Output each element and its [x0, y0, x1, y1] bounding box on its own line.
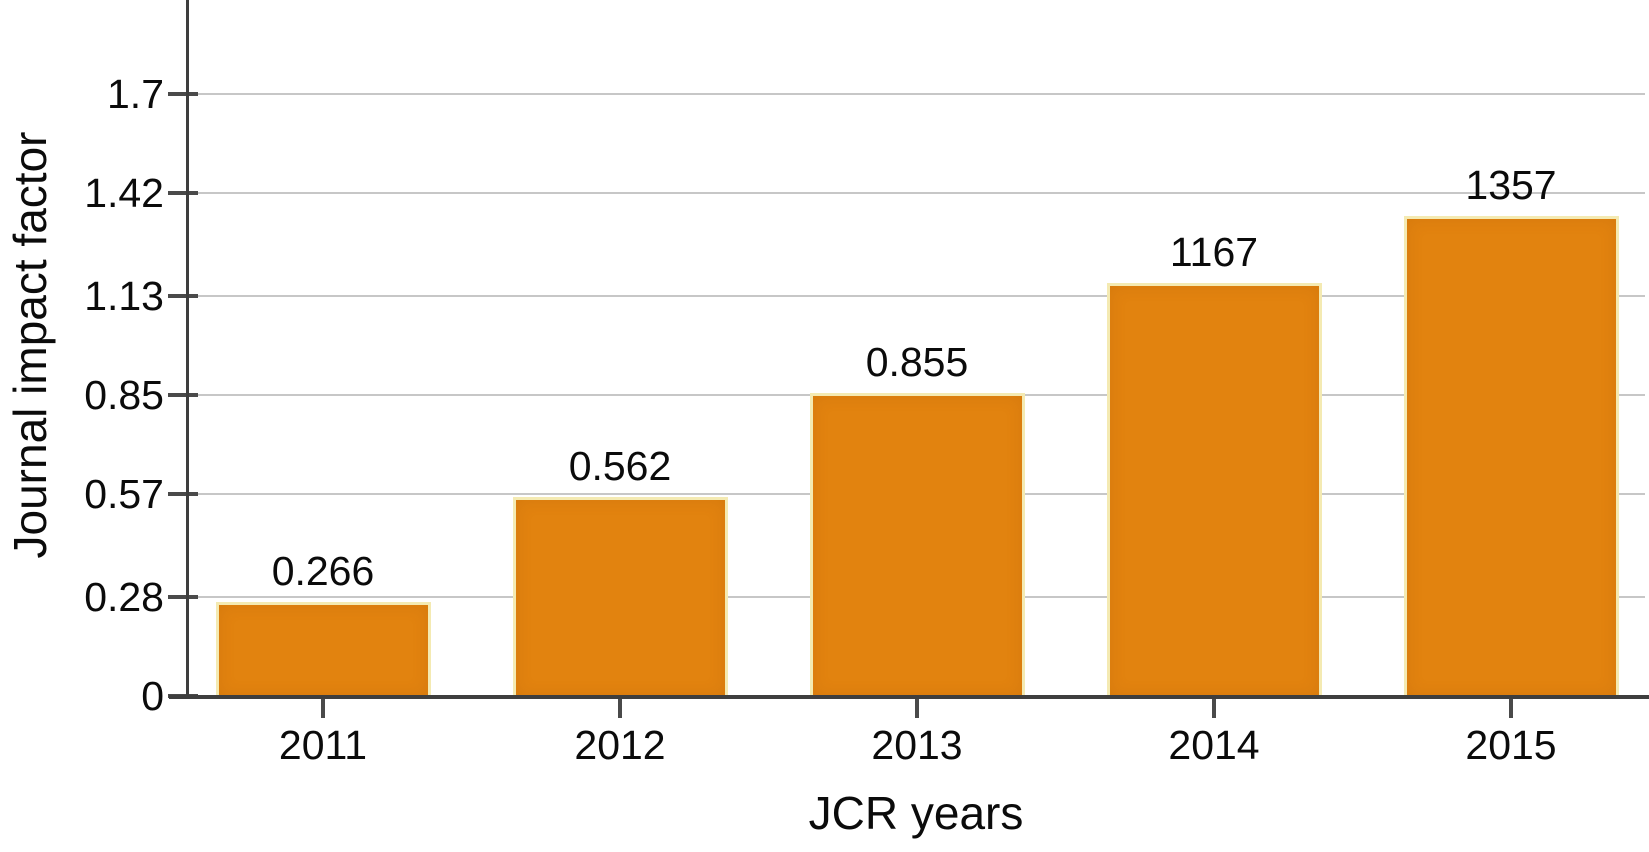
- y-tick-label: 0.85: [84, 372, 164, 419]
- bar-value-label: 1167: [1169, 229, 1259, 275]
- x-tick-label: 2015: [1465, 722, 1557, 768]
- bar-value-label: 1357: [1465, 162, 1557, 208]
- y-tick-label: 0: [141, 673, 164, 719]
- x-tick-label: 2013: [871, 722, 963, 768]
- x-axis-title: JCR years: [808, 787, 1024, 839]
- gridline: [187, 93, 1645, 96]
- y-tick-label: 0.28: [84, 573, 164, 620]
- bar: [512, 497, 728, 696]
- y-axis-tick: [168, 492, 198, 497]
- bar: [215, 602, 431, 696]
- bar: [1403, 216, 1619, 696]
- gridline: [187, 192, 1645, 195]
- y-axis-tick: [168, 393, 198, 398]
- bar-value-label: 0.562: [568, 443, 672, 489]
- y-axis-tick: [168, 594, 198, 599]
- y-tick-label: 1.42: [84, 170, 164, 217]
- x-axis-tick: [1509, 699, 1513, 718]
- x-axis-tick: [915, 699, 919, 718]
- x-axis-tick: [1212, 699, 1216, 718]
- gridline: [187, 294, 1645, 297]
- y-axis-tick: [168, 191, 198, 196]
- x-axis-line: [169, 695, 1649, 699]
- x-axis-tick: [321, 699, 325, 718]
- x-tick-label: 2011: [278, 722, 368, 768]
- bar-value-label: 0.266: [271, 548, 375, 594]
- y-tick-label: 1.7: [107, 71, 164, 118]
- bar: [809, 393, 1025, 696]
- y-axis-tick: [168, 92, 198, 97]
- bar-value-label: 0.855: [865, 339, 969, 385]
- x-tick-label: 2012: [574, 722, 666, 768]
- x-tick-label: 2014: [1168, 722, 1260, 768]
- y-tick-label: 1.13: [84, 272, 164, 319]
- y-tick-label: 0.57: [84, 471, 164, 518]
- bar: [1106, 283, 1322, 696]
- x-axis-tick: [618, 699, 622, 718]
- y-axis-tick: [168, 293, 198, 298]
- y-axis-line: [186, 0, 189, 697]
